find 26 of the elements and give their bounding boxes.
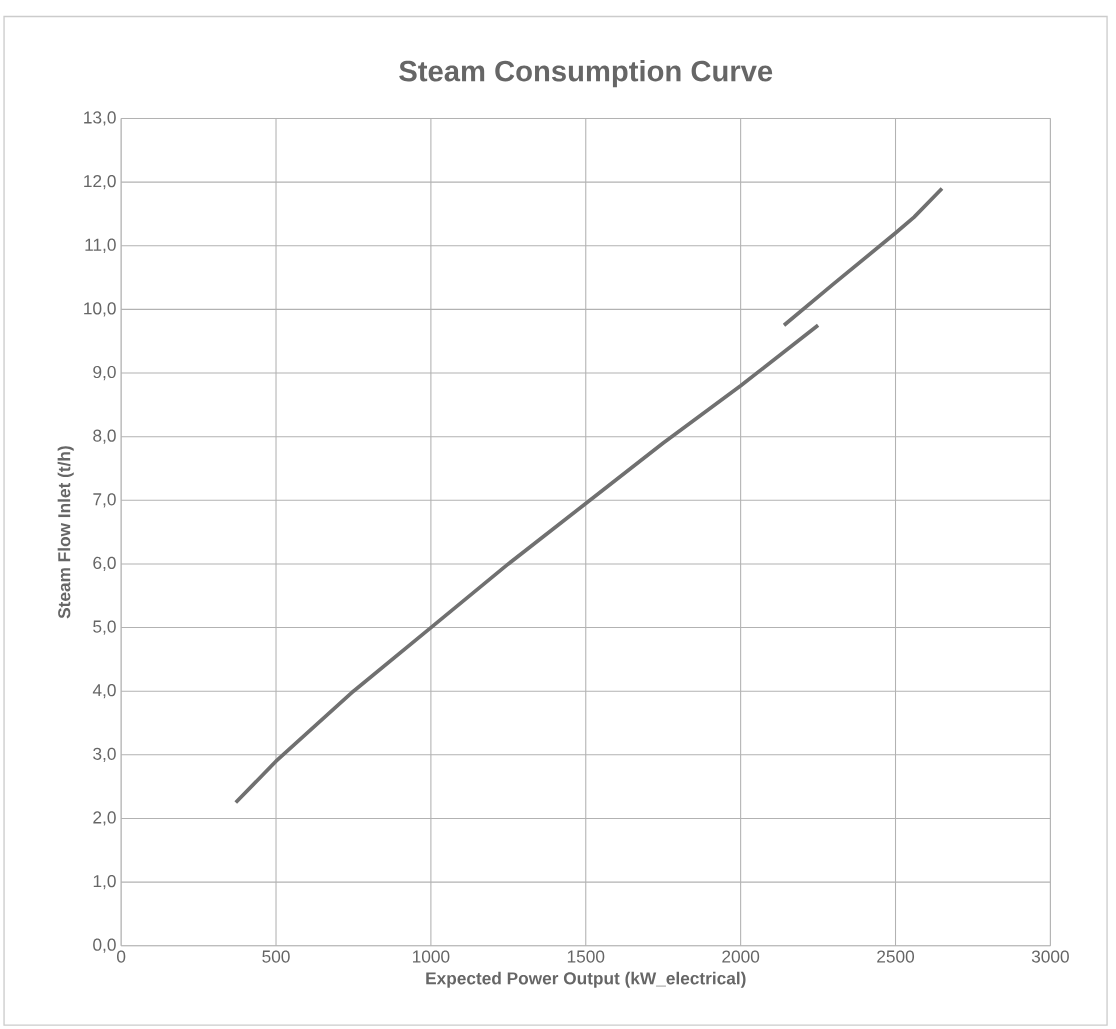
- y-tick-label: 3,0: [93, 747, 116, 762]
- y-axis-title: Steam Flow Inlet (t/h): [57, 446, 74, 619]
- y-tick-label: 6,0: [93, 556, 116, 572]
- y-tick-label: 7,0: [93, 493, 116, 508]
- x-tick-label: 0: [117, 950, 126, 963]
- line-series: [233, 323, 820, 805]
- y-tick-label: 4,0: [92, 684, 116, 699]
- x-axis-title: Expected Power Output (kW_electrical): [426, 971, 746, 988]
- x-tick-label: 3000: [1031, 950, 1069, 963]
- y-tick-label: 9,0: [93, 365, 116, 381]
- line-series: [782, 186, 944, 328]
- y-tick-label: 2,0: [93, 811, 116, 826]
- y-tick-label: 10,0: [84, 302, 116, 317]
- chart-title: Steam Consumption Curve: [399, 59, 773, 88]
- x-tick-label: 1000: [413, 950, 450, 963]
- y-tick-label: 12,0: [84, 174, 116, 190]
- y-tick-label: 8,0: [93, 429, 116, 444]
- x-tick-label: 2000: [722, 950, 760, 963]
- y-tick-label: 1,0: [93, 874, 116, 890]
- x-tick-label: 2500: [877, 950, 915, 963]
- x-tick-label: 500: [262, 950, 290, 963]
- x-tick-label: 1500: [567, 950, 605, 963]
- y-tick-label: 13,0: [84, 111, 116, 126]
- y-tick-label: 11,0: [85, 238, 116, 253]
- y-tick-label: 5,0: [93, 620, 116, 635]
- y-tick-label: 0,0: [93, 938, 116, 953]
